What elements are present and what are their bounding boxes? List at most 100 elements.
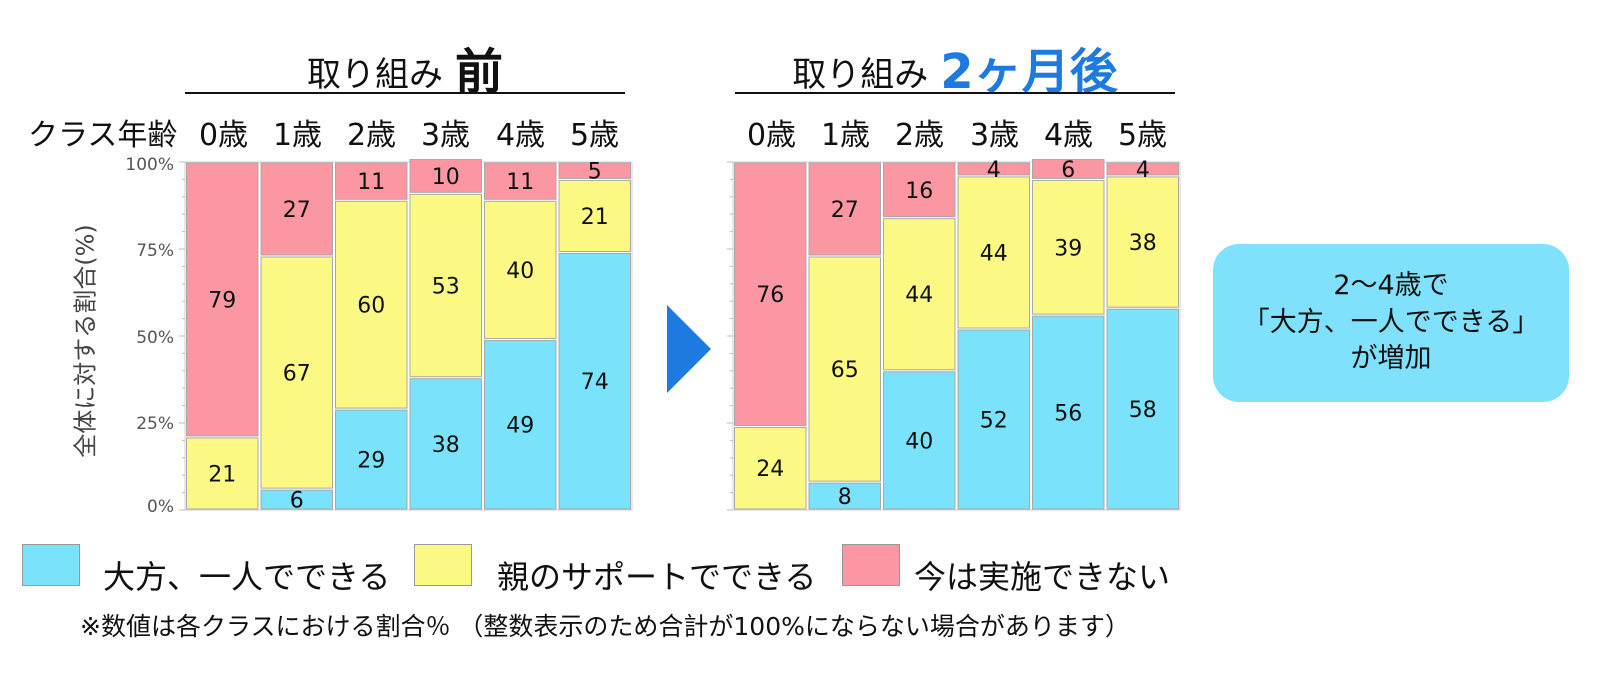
after-category-0: 0歳 bbox=[746, 118, 797, 153]
before-value-label-with-support-5: 21 bbox=[581, 205, 609, 230]
after-bar-independent-4 bbox=[1032, 315, 1105, 510]
legend-label-with-support: 親のサポートでできる bbox=[497, 558, 817, 596]
before-value-label-independent-3: 38 bbox=[432, 433, 460, 458]
after-bar-with-support-3 bbox=[957, 176, 1030, 329]
before-bar-cannot-1 bbox=[260, 162, 333, 256]
after-category-4: 4歳 bbox=[1043, 118, 1094, 153]
after-value-label-with-support-3: 44 bbox=[980, 241, 1008, 266]
before-bar-cannot-3 bbox=[409, 159, 482, 193]
after-value-label-independent-1: 8 bbox=[838, 485, 852, 510]
before-bar-cannot-4 bbox=[484, 162, 557, 200]
after-value-label-cannot-2: 16 bbox=[905, 179, 933, 204]
after-title-emphasis: 2ヶ月後 bbox=[940, 44, 1118, 100]
after-bar-with-support-5 bbox=[1106, 176, 1179, 308]
legend-swatch-independent bbox=[22, 544, 80, 586]
after-value-label-with-support-0: 24 bbox=[756, 457, 784, 482]
after-category-2: 2歳 bbox=[894, 118, 945, 153]
after-bar-with-support-4 bbox=[1032, 179, 1105, 315]
after-category-5: 5歳 bbox=[1117, 118, 1168, 153]
before-bar-with-support-5 bbox=[558, 179, 631, 252]
before-bar-independent-3 bbox=[409, 378, 482, 510]
before-value-label-with-support-1: 67 bbox=[283, 362, 311, 387]
y-tick-75: 75% bbox=[136, 241, 174, 261]
before-bar-cannot-2 bbox=[335, 162, 408, 200]
before-category-0: 0歳 bbox=[198, 118, 249, 153]
after-title-rule bbox=[735, 92, 1175, 94]
after-value-label-with-support-4: 39 bbox=[1054, 236, 1082, 261]
after-value-label-independent-4: 56 bbox=[1054, 402, 1082, 427]
after-category-3: 3歳 bbox=[969, 118, 1020, 153]
after-value-label-cannot-1: 27 bbox=[831, 198, 859, 223]
after-bar-with-support-2 bbox=[883, 218, 956, 371]
before-title: 取り組み 前 bbox=[185, 36, 625, 96]
y-tick-25: 25% bbox=[136, 414, 174, 434]
after-bar-with-support-1 bbox=[808, 256, 881, 482]
after-value-label-independent-3: 52 bbox=[980, 409, 1008, 434]
after-bar-cannot-3 bbox=[957, 162, 1030, 176]
y-axis-label: 全体に対する割合(%) bbox=[71, 224, 100, 458]
footnote: ※数値は各クラスにおける割合％ （整数表示のため合計が100%にならない場合があ… bbox=[80, 612, 1130, 641]
before-bar-independent-1 bbox=[260, 489, 333, 510]
before-title-prefix: 取り組み bbox=[306, 55, 443, 95]
after-value-label-with-support-5: 38 bbox=[1129, 231, 1157, 256]
after-bar-independent-3 bbox=[957, 329, 1030, 510]
before-category-3: 3歳 bbox=[420, 118, 471, 153]
after-value-label-with-support-2: 44 bbox=[905, 283, 933, 308]
before-value-label-independent-4: 49 bbox=[506, 414, 534, 439]
after-category-1: 1歳 bbox=[820, 118, 871, 153]
before-bar-with-support-0 bbox=[186, 437, 259, 510]
before-bar-cannot-5 bbox=[558, 162, 631, 179]
after-bar-independent-5 bbox=[1106, 308, 1179, 510]
after-value-label-with-support-1: 65 bbox=[831, 358, 859, 383]
callout-line-3: が増加 bbox=[1350, 343, 1432, 375]
before-category-1: 1歳 bbox=[272, 118, 323, 153]
after-bar-cannot-2 bbox=[883, 162, 956, 218]
after-value-label-cannot-0: 76 bbox=[756, 283, 784, 308]
after-bar-independent-2 bbox=[883, 371, 956, 510]
before-bar-with-support-4 bbox=[484, 200, 557, 339]
summary-callout: 2〜4歳で 「大方、一人でできる」 が増加 bbox=[1213, 244, 1569, 402]
before-value-label-independent-2: 29 bbox=[357, 449, 385, 474]
before-value-label-cannot-1: 27 bbox=[283, 198, 311, 223]
before-category-4: 4歳 bbox=[495, 118, 546, 153]
legend-swatch-cannot bbox=[842, 544, 900, 586]
arrow-right-icon bbox=[667, 305, 711, 393]
before-value-label-cannot-3: 10 bbox=[432, 165, 460, 190]
after-value-label-cannot-4: 6 bbox=[1061, 158, 1075, 183]
y-tick-50: 50% bbox=[136, 328, 174, 348]
after-bar-cannot-5 bbox=[1106, 162, 1179, 176]
before-value-label-cannot-5: 5 bbox=[588, 160, 602, 185]
legend-label-independent: 大方、一人でできる bbox=[103, 558, 391, 596]
before-value-label-independent-1: 6 bbox=[290, 489, 304, 514]
before-category-5: 5歳 bbox=[569, 118, 620, 153]
after-title: 取り組み 2ヶ月後 bbox=[735, 36, 1175, 96]
before-value-label-with-support-4: 40 bbox=[506, 259, 534, 284]
before-bar-independent-4 bbox=[484, 339, 557, 510]
after-value-label-cannot-5: 4 bbox=[1136, 158, 1150, 183]
after-plot-frame bbox=[732, 161, 1181, 511]
after-title-prefix: 取り組み bbox=[792, 55, 929, 95]
before-bar-cannot-0 bbox=[186, 162, 259, 437]
after-bar-with-support-0 bbox=[734, 426, 807, 510]
before-bar-with-support-3 bbox=[409, 193, 482, 378]
before-category-2: 2歳 bbox=[346, 118, 397, 153]
class-age-label: クラス年齢 bbox=[28, 118, 178, 153]
before-value-label-cannot-0: 79 bbox=[208, 288, 236, 313]
before-value-label-independent-5: 74 bbox=[581, 370, 609, 395]
before-value-label-with-support-0: 21 bbox=[208, 462, 236, 487]
legend-swatch-with-support bbox=[414, 544, 472, 586]
after-bar-independent-1 bbox=[808, 482, 881, 510]
before-bar-independent-5 bbox=[558, 252, 631, 510]
before-bar-with-support-1 bbox=[260, 256, 333, 489]
after-bar-cannot-0 bbox=[734, 162, 807, 426]
before-value-label-with-support-2: 60 bbox=[357, 294, 385, 319]
before-bar-independent-2 bbox=[335, 409, 408, 510]
after-bar-cannot-1 bbox=[808, 162, 881, 256]
after-value-label-independent-2: 40 bbox=[905, 429, 933, 454]
y-tick-0: 0% bbox=[147, 497, 174, 517]
callout-line-2: 「大方、一人でできる」 bbox=[1242, 306, 1540, 338]
after-bar-cannot-4 bbox=[1032, 159, 1105, 179]
after-value-label-independent-5: 58 bbox=[1129, 398, 1157, 423]
before-title-emphasis: 前 bbox=[454, 44, 503, 100]
